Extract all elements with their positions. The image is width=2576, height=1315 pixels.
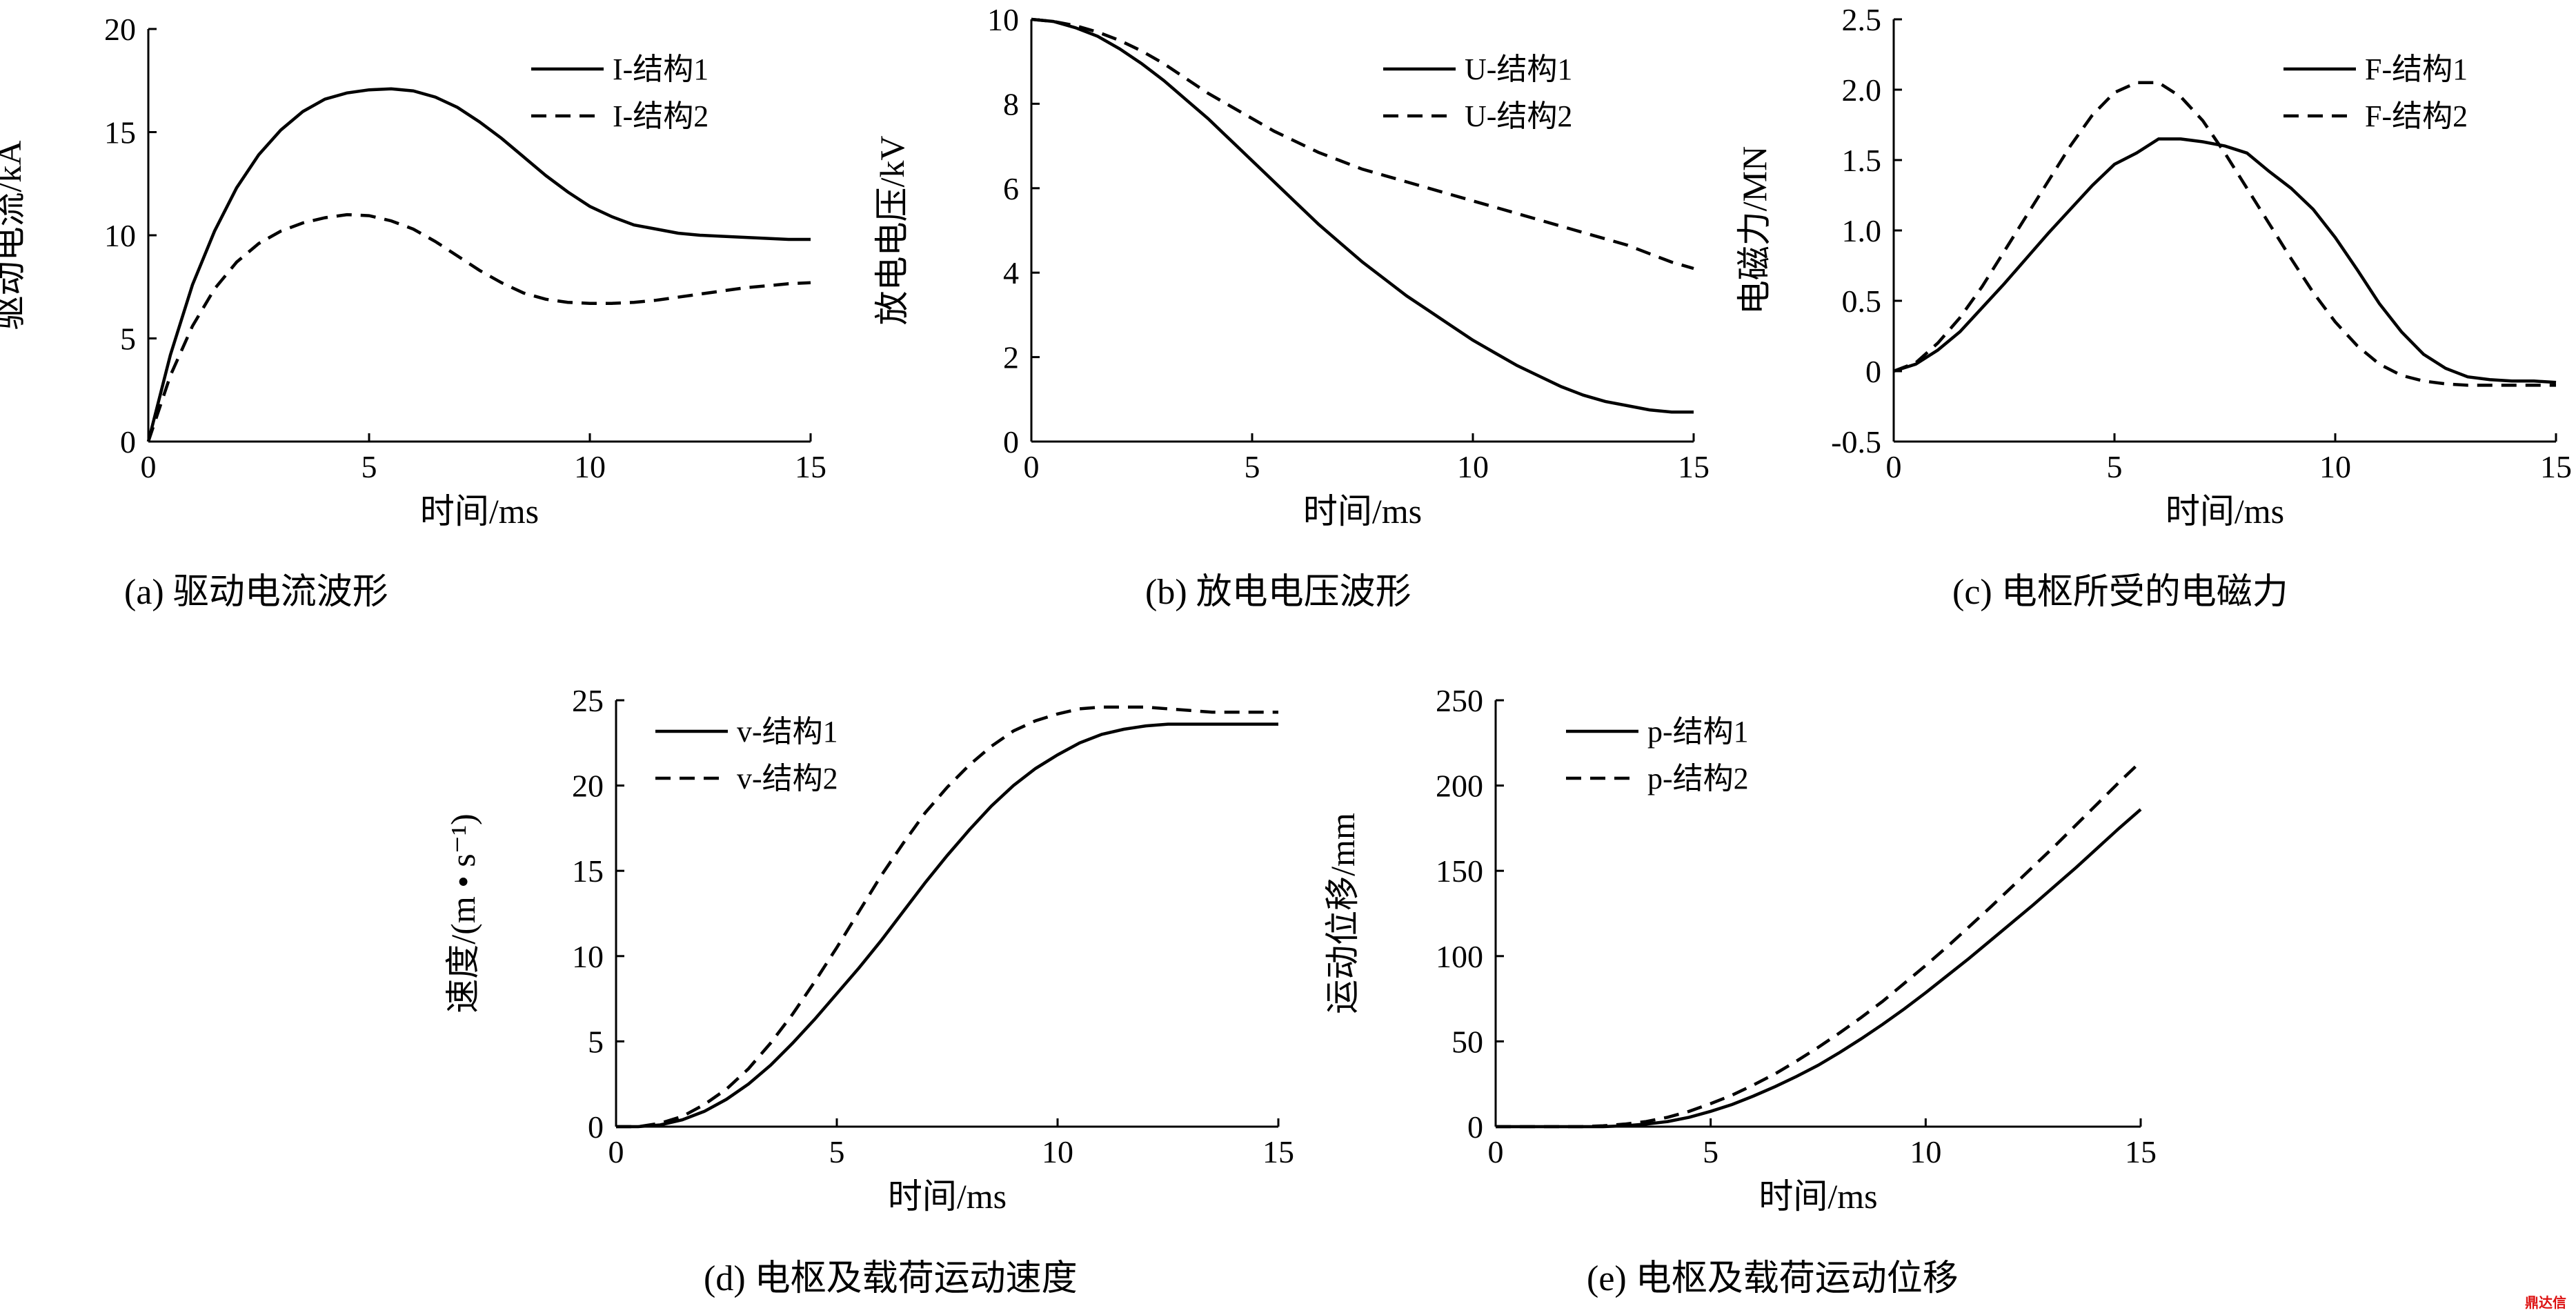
y-tick-label: 5 [120, 322, 136, 357]
y-tick-label: 0 [1003, 424, 1019, 459]
x-tick-label: 10 [1910, 1134, 1941, 1169]
legend-label-2: I-结构2 [613, 99, 709, 133]
y-tick-label: 0.5 [1842, 284, 1882, 319]
y-tick-label: 2.5 [1842, 2, 1882, 37]
series-line-1 [1031, 17, 1694, 414]
y-tick-label: 100 [1436, 939, 1483, 974]
x-tick-label: 5 [361, 449, 377, 484]
y-tick-label: 0 [120, 424, 136, 459]
x-tick-label: 5 [1703, 1134, 1718, 1169]
legend-label-1: F-结构1 [2365, 52, 2468, 86]
x-tick-label: 0 [1024, 449, 1040, 484]
y-tick-label: 1.0 [1842, 213, 1882, 248]
chart-panel-e: 0 5 10 15050100150200250时间/ms运动位移/mmp-结构1p-… [1323, 683, 2157, 1298]
x-tick-label: 10 [574, 449, 606, 484]
y-tick-label: 250 [1436, 683, 1483, 718]
x-tick-label: 15 [1262, 1134, 1294, 1169]
panel-caption: (a) 驱动电流波形 [124, 573, 388, 612]
y-axis-label: 放电电压/kV [873, 136, 911, 326]
y-tick-label: -0.5 [1831, 424, 1881, 459]
y-tick-label: 1.5 [1842, 143, 1882, 178]
watermark: 鼎达信 [2525, 1294, 2566, 1311]
x-tick-label: 0 [1886, 449, 1902, 484]
panel-caption: (c) 电枢所受的电磁力 [1952, 573, 2288, 612]
legend-label-2: p-结构2 [1647, 762, 1749, 795]
y-axis-label: 运动位移/mm [1323, 813, 1362, 1014]
series-line-2 [616, 705, 1278, 1129]
x-axis-label: 时间/ms [1758, 1177, 1877, 1216]
y-tick-label: 0 [588, 1109, 604, 1145]
x-tick-label: 15 [1678, 449, 1710, 484]
chart-panel-b: 0 5 10 15 0 2 4 6 8 10 时间/ms 放电电压/kV U-结构1 U-结构2 (b) 放… [873, 2, 1710, 612]
x-tick-label: 15 [795, 449, 826, 484]
y-tick-label: 10 [572, 939, 604, 974]
x-tick-label: 15 [2540, 449, 2572, 484]
y-axis-label: 驱动电流/kA [0, 141, 28, 330]
y-tick-label: 15 [104, 115, 136, 150]
chart-panel-d: 0 5 10 15 0 5 10 15 20 25 时间/ms 速度/(m • s⁻¹) v-结构1 v-… [444, 683, 1294, 1298]
x-tick-label: 10 [2319, 449, 2351, 484]
y-tick-label: 150 [1436, 853, 1483, 889]
x-tick-label: 5 [2107, 449, 2123, 484]
y-tick-label: 8 [1003, 86, 1019, 121]
y-tick-label: 10 [104, 218, 136, 253]
legend-label-2: F-结构2 [2365, 99, 2468, 133]
y-tick-label: 10 [987, 2, 1019, 37]
y-tick-label: 4 [1003, 255, 1019, 290]
x-tick-label: 5 [829, 1134, 845, 1169]
y-tick-label: 20 [104, 12, 136, 47]
legend-label-2: v-结构2 [737, 762, 838, 795]
legend-label-1: I-结构1 [613, 52, 709, 86]
y-tick-label: 200 [1436, 769, 1483, 804]
series-line-1 [1893, 137, 2557, 384]
y-tick-label: 5 [588, 1024, 604, 1059]
y-tick-label: 0 [1467, 1109, 1483, 1145]
y-tick-label: 25 [572, 683, 604, 718]
legend-label-1: U-结构1 [1465, 52, 1572, 86]
panel-caption: (d) 电枢及载荷运动速度 [704, 1259, 1078, 1298]
y-tick-label: 20 [572, 769, 604, 804]
legend-label-2: U-结构2 [1465, 99, 1572, 133]
y-tick-label: 15 [572, 853, 604, 889]
x-tick-label: 0 [1488, 1134, 1504, 1169]
y-axis-label: 电磁力/MN [1735, 146, 1774, 315]
series-line-2 [1496, 760, 2142, 1129]
x-axis-label: 时间/ms [420, 492, 539, 531]
series-line-2 [146, 212, 811, 442]
y-tick-label: 50 [1452, 1024, 1483, 1059]
x-tick-label: 0 [141, 449, 157, 484]
panel-caption: (b) 放电电压波形 [1145, 573, 1411, 612]
y-tick-label: 6 [1003, 171, 1019, 206]
chart-panel-c: 0 5 10 15-0.500.51.01.52.02.5时间/ms电磁力/MNF-结… [1735, 2, 2572, 612]
legend-label-1: p-结构1 [1647, 715, 1749, 749]
x-axis-label: 时间/ms [888, 1177, 1007, 1216]
series-line-2 [1031, 17, 1694, 270]
legend-label-1: v-结构1 [737, 715, 838, 749]
y-axis-label: 速度/(m • s⁻¹) [444, 813, 482, 1013]
x-axis-label: 时间/ms [2166, 492, 2284, 531]
x-tick-label: 10 [1457, 449, 1489, 484]
panel-caption: (e) 电枢及载荷运动位移 [1587, 1259, 1959, 1298]
x-tick-label: 15 [2125, 1134, 2157, 1169]
x-tick-label: 0 [608, 1134, 624, 1169]
x-tick-label: 5 [1245, 449, 1260, 484]
y-tick-label: 2 [1003, 340, 1019, 375]
chart-panel-a: 0 5 10 15 0 5 10 15 20 时间/ms 驱动电流/kA I-结构1 I-结构2 (a) … [0, 12, 826, 612]
x-tick-label: 10 [1042, 1134, 1073, 1169]
series-line-1 [146, 87, 811, 442]
y-tick-label: 2.0 [1842, 72, 1882, 108]
y-tick-label: 0 [1865, 354, 1881, 389]
x-axis-label: 时间/ms [1303, 492, 1422, 531]
series-line-1 [616, 722, 1278, 1129]
